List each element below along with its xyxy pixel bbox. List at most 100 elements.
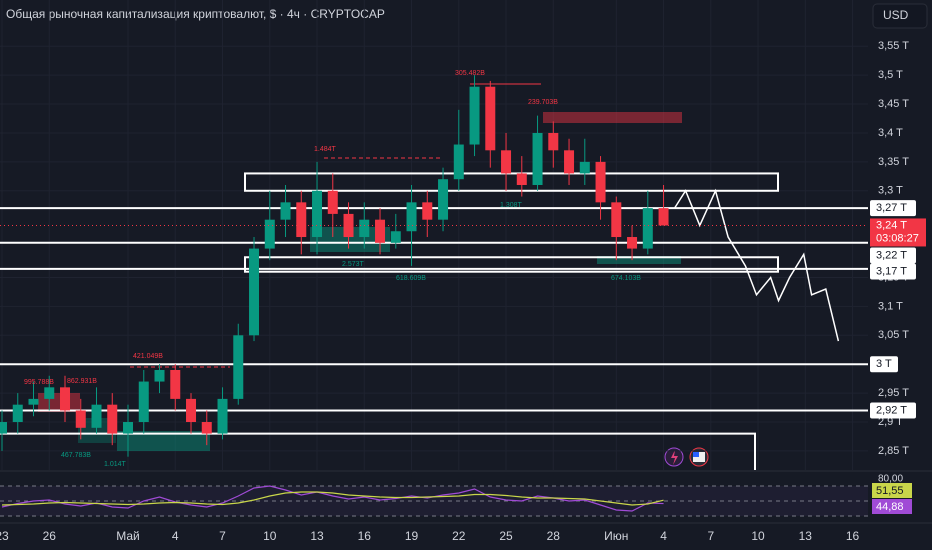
candle-body bbox=[12, 404, 23, 423]
annotation: 1.484T bbox=[314, 146, 337, 153]
projection-line bbox=[673, 188, 840, 342]
currency-label[interactable]: USD bbox=[883, 8, 909, 22]
annotation: 305.482B bbox=[455, 70, 485, 77]
level-label: 3,17 T bbox=[876, 265, 907, 277]
candle-body bbox=[579, 161, 590, 174]
candle-body bbox=[0, 422, 8, 434]
candle-body bbox=[501, 150, 512, 174]
candle-body bbox=[438, 179, 449, 220]
rsi-ma-box bbox=[872, 483, 912, 498]
y-tick-label: 2,85 T bbox=[878, 445, 909, 457]
candle-body bbox=[249, 248, 260, 336]
order-block bbox=[117, 431, 210, 451]
candle-body bbox=[60, 387, 71, 411]
chart-title: Общая рыночная капитализация криптовалют… bbox=[6, 7, 385, 21]
candle-body bbox=[658, 208, 669, 226]
x-tick-label: 10 bbox=[751, 529, 765, 543]
y-tick-label: 2,95 T bbox=[878, 387, 909, 399]
candle-body bbox=[516, 173, 527, 185]
candle-body bbox=[359, 219, 370, 238]
zone bbox=[244, 256, 779, 273]
candle-body bbox=[44, 387, 55, 399]
rsi-value-label: 44,88 bbox=[876, 501, 904, 513]
y-tick-label: 3,1 T bbox=[878, 300, 903, 312]
countdown: 03:08:27 bbox=[876, 232, 919, 244]
order-block bbox=[597, 256, 681, 264]
level-box bbox=[870, 356, 898, 373]
x-tick-label: 16 bbox=[846, 529, 860, 543]
candle-body bbox=[375, 219, 386, 243]
candle-body bbox=[28, 398, 39, 405]
candle-body bbox=[264, 219, 275, 249]
level-box bbox=[870, 200, 916, 217]
candle-body bbox=[138, 381, 149, 423]
annotation: 674.103B bbox=[611, 275, 641, 282]
level-label: 2,92 T bbox=[876, 404, 907, 416]
annotation: 2.573T bbox=[342, 261, 365, 268]
x-tick-label: 25 bbox=[499, 529, 513, 543]
icons bbox=[664, 447, 709, 467]
candle-body bbox=[548, 132, 559, 151]
candle-body bbox=[422, 202, 433, 220]
x-tick-label: 13 bbox=[799, 529, 813, 543]
y-tick-label: 3,35 T bbox=[878, 156, 909, 168]
candle-body bbox=[91, 404, 102, 428]
x-tick-label: 28 bbox=[547, 529, 561, 543]
annotation: 421.049B bbox=[133, 353, 163, 360]
rsi-ma-line bbox=[1, 491, 664, 506]
last-price-box bbox=[870, 218, 926, 247]
x-tick-label: 4 bbox=[660, 529, 667, 543]
candle-body bbox=[154, 369, 165, 382]
candle-body bbox=[611, 202, 622, 238]
candle-body bbox=[217, 398, 228, 434]
annotation: 995.788B bbox=[24, 379, 54, 386]
level-label: 3,27 T bbox=[876, 202, 907, 214]
candle-body bbox=[485, 86, 496, 151]
annotation: 1.014T bbox=[104, 461, 127, 468]
level-box bbox=[870, 263, 916, 280]
candle-body bbox=[453, 144, 464, 180]
candle-body bbox=[406, 202, 417, 232]
candle-body bbox=[107, 404, 118, 434]
x-tick-label: 4 bbox=[172, 529, 179, 543]
y-tick-label: 3,45 T bbox=[878, 98, 909, 110]
annotation: 862.931B bbox=[67, 378, 97, 385]
candle-body bbox=[327, 190, 338, 214]
candle-body bbox=[627, 237, 638, 249]
annotation: 239.703B bbox=[528, 99, 558, 106]
x-tick-label: Май bbox=[116, 529, 140, 543]
x-tick-label: 16 bbox=[358, 529, 372, 543]
y-tick-label: 3,55 T bbox=[878, 40, 909, 52]
rsi-tick-label: 80,00 bbox=[878, 474, 903, 485]
candle-body bbox=[296, 202, 307, 238]
candle-body bbox=[170, 369, 181, 399]
x-tick-label: 22 bbox=[452, 529, 466, 543]
candle-body bbox=[390, 231, 401, 243]
level-label: 3 T bbox=[876, 358, 892, 370]
candle-body bbox=[469, 86, 480, 145]
candle-body bbox=[642, 208, 653, 249]
candle-body bbox=[312, 190, 323, 238]
y-tick-label: 2,9 T bbox=[878, 416, 903, 428]
rsi-value-box bbox=[872, 499, 912, 514]
x-tick-label: 26 bbox=[43, 529, 57, 543]
candle-body bbox=[123, 422, 134, 434]
x-tick-label: 10 bbox=[263, 529, 277, 543]
y-tick-label: 3,5 T bbox=[878, 69, 903, 81]
x-tick-label: Июн bbox=[604, 529, 628, 543]
currency-button[interactable] bbox=[872, 3, 928, 29]
candle-body bbox=[532, 132, 543, 185]
candle-body bbox=[233, 335, 244, 399]
x-tick-label: 19 bbox=[405, 529, 419, 543]
level-box bbox=[870, 247, 916, 264]
zone bbox=[0, 432, 756, 470]
candle-body bbox=[75, 410, 86, 428]
annotation: 618.609B bbox=[396, 275, 426, 282]
candle-body bbox=[201, 422, 212, 434]
order-block bbox=[543, 112, 682, 123]
y-tick-label: 3,4 T bbox=[878, 127, 903, 139]
candle-body bbox=[186, 398, 197, 423]
